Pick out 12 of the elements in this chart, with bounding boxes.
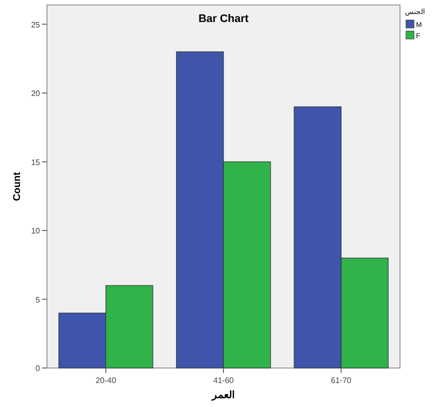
x-tick-label: 20-40 bbox=[96, 376, 117, 385]
x-tick-label: 41-60 bbox=[213, 376, 234, 385]
y-tick-label: 15 bbox=[31, 158, 41, 167]
y-tick-label: 25 bbox=[31, 20, 41, 30]
y-tick-label: 0 bbox=[36, 364, 41, 373]
y-axis-title: Count bbox=[12, 171, 23, 201]
y-tick-label: 10 bbox=[31, 226, 41, 236]
y-tick-label: 20 bbox=[31, 89, 41, 98]
y-tick-label: 5 bbox=[36, 295, 41, 304]
x-axis-title: العمر bbox=[211, 390, 235, 401]
x-tick-label: 61-70 bbox=[330, 376, 352, 385]
text: Bar Chart bbox=[198, 13, 249, 25]
